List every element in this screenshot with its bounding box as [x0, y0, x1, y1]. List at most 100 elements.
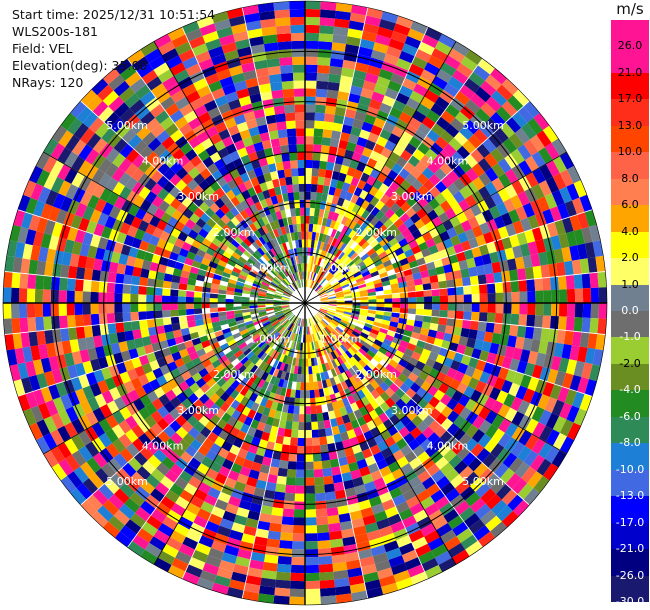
velocity-cell [258, 313, 268, 318]
velocity-cell [272, 256, 279, 265]
velocity-cell [348, 461, 359, 472]
velocity-cell [250, 291, 259, 296]
velocity-cell [559, 402, 573, 420]
velocity-cell [391, 468, 405, 480]
velocity-cell [522, 202, 535, 218]
velocity-cell [449, 97, 465, 112]
velocity-cell [199, 570, 217, 583]
velocity-cell [271, 507, 284, 517]
velocity-cell [100, 366, 113, 380]
velocity-cell [435, 354, 446, 365]
velocity-cell [196, 463, 210, 476]
velocity-cell [32, 359, 44, 375]
velocity-cell [283, 259, 289, 268]
velocity-cell [405, 362, 416, 373]
velocity-cell [281, 298, 290, 301]
velocity-cell [164, 437, 178, 451]
velocity-cell [148, 326, 158, 336]
velocity-cell [263, 147, 274, 158]
velocity-cell [305, 445, 313, 454]
velocity-cell [141, 259, 152, 270]
velocity-cell [319, 160, 328, 170]
velocity-cell [445, 103, 460, 118]
velocity-cell [296, 326, 300, 335]
velocity-cell [275, 17, 291, 27]
velocity-cell [462, 140, 477, 155]
velocity-cell [407, 564, 425, 578]
velocity-cell [278, 460, 289, 469]
velocity-cell [427, 161, 440, 174]
velocity-cell [51, 222, 64, 238]
velocity-cell [205, 555, 222, 568]
velocity-cell [193, 173, 205, 185]
velocity-cell [439, 89, 455, 104]
velocity-cell [342, 397, 351, 407]
velocity-cell [411, 245, 422, 255]
velocity-cell [452, 549, 470, 565]
velocity-cell [44, 370, 56, 387]
velocity-cell [432, 295, 441, 303]
velocity-cell [237, 46, 253, 58]
velocity-cell [460, 374, 472, 386]
velocity-cell [553, 342, 564, 358]
velocity-cell [340, 380, 349, 391]
velocity-cell [279, 261, 286, 270]
velocity-cell [251, 252, 260, 261]
velocity-cell [436, 69, 453, 83]
velocity-cell [82, 478, 99, 495]
velocity-cell [188, 476, 202, 489]
velocity-cell [268, 522, 282, 533]
velocity-cell [239, 129, 251, 140]
velocity-cell [257, 258, 266, 266]
velocity-cell [462, 451, 477, 466]
velocity-cell [90, 313, 100, 326]
velocity-cell [332, 122, 343, 132]
velocity-cell [551, 189, 565, 207]
velocity-cell [502, 452, 518, 468]
velocity-cell [265, 546, 280, 556]
velocity-cell [114, 283, 124, 294]
velocity-cell [256, 326, 265, 334]
velocity-cell [459, 406, 472, 420]
velocity-cell [115, 273, 125, 284]
velocity-cell [330, 320, 339, 327]
velocity-cell [431, 288, 440, 297]
velocity-cell [351, 4, 368, 16]
velocity-cell [301, 326, 304, 335]
velocity-cell [36, 169, 51, 187]
velocity-cell [460, 354, 472, 366]
velocity-cell [17, 194, 31, 213]
velocity-cell [186, 284, 196, 292]
colorbar-tick-label: -4.0 [619, 383, 641, 397]
velocity-cell [342, 536, 357, 547]
velocity-cell [50, 446, 66, 464]
velocity-cell [269, 239, 277, 248]
velocity-cell [438, 248, 449, 259]
velocity-cell [250, 310, 259, 315]
velocity-cell [490, 191, 504, 206]
velocity-cell [424, 27, 443, 41]
velocity-cell [254, 201, 263, 211]
velocity-cell [390, 341, 400, 350]
velocity-cell [85, 179, 99, 195]
velocity-cell [206, 378, 217, 389]
velocity-cell [408, 529, 425, 543]
velocity-cell [215, 408, 226, 419]
velocity-cell [270, 340, 277, 348]
velocity-cell [477, 58, 496, 75]
velocity-cell [438, 33, 456, 49]
velocity-cell [331, 401, 340, 411]
colorbar-tick-label: 8.0 [621, 171, 639, 185]
velocity-cell [471, 429, 485, 443]
velocity-cell [70, 214, 83, 230]
velocity-cell [337, 364, 345, 374]
velocity-cell [156, 375, 168, 387]
velocity-cell [210, 256, 220, 265]
velocity-cell [277, 263, 284, 271]
velocity-cell [305, 461, 314, 470]
velocity-cell [257, 369, 266, 379]
velocity-cell [331, 130, 342, 140]
velocity-cell [36, 330, 46, 346]
velocity-cell [296, 461, 305, 470]
velocity-cell [153, 246, 164, 257]
